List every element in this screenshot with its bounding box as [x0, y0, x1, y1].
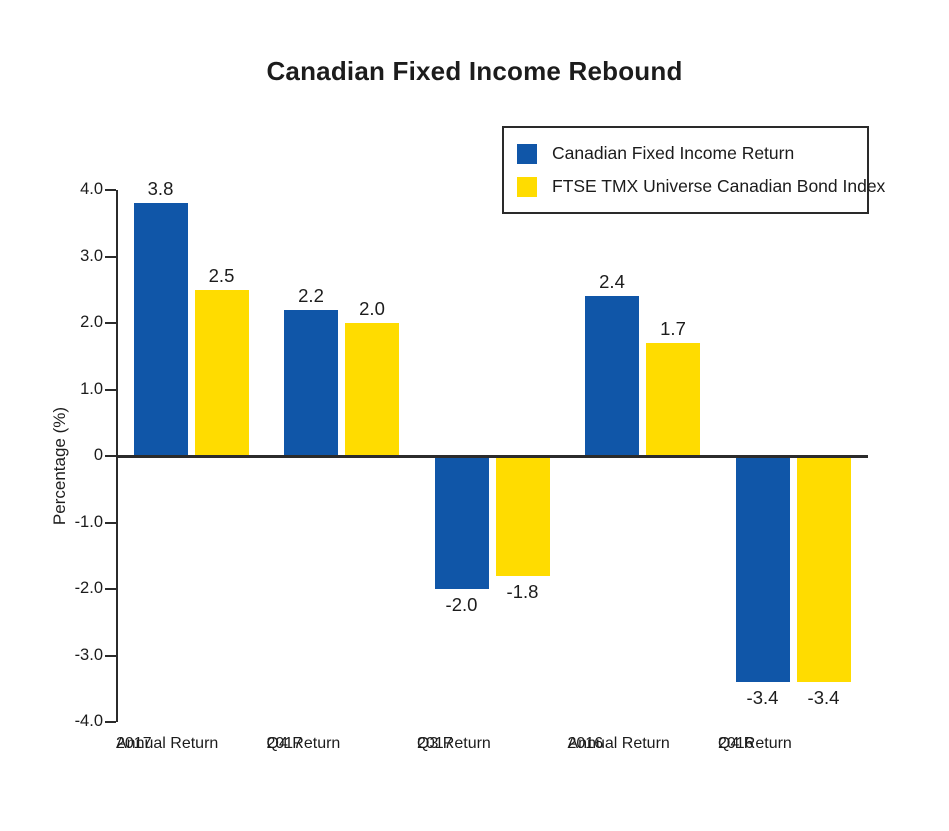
y-tick-label: -3.0: [74, 645, 103, 664]
bar-value-label: 1.7: [660, 317, 686, 339]
y-tick-label: -2.0: [74, 579, 103, 597]
bar: [284, 309, 338, 456]
bar: [434, 456, 489, 589]
y-tick-label: 3.0: [80, 246, 103, 265]
y-tick-label: 4.0: [80, 180, 103, 198]
bar: [585, 296, 639, 456]
bar: [345, 323, 399, 456]
bar-value-label: -2.0: [445, 594, 478, 615]
bar: [796, 456, 851, 683]
legend: Canadian Fixed Income Return FTSE TMX Un…: [502, 126, 885, 214]
bar: [646, 342, 700, 456]
legend-swatch-yellow-icon: [517, 176, 537, 197]
bar-value-label: -1.8: [506, 580, 539, 602]
y-tick: [105, 521, 116, 524]
legend-label: FTSE TMX Universe Canadian Bond Index: [552, 176, 886, 196]
chart-title: Canadian Fixed Income Rebound: [266, 56, 683, 86]
y-tick: [105, 588, 116, 590]
y-tick-label: 1.0: [80, 379, 103, 398]
bar-value-label: 2.5: [208, 264, 235, 286]
bar-value-label: -3.4: [807, 687, 840, 709]
x-category-line: 2017: [417, 735, 453, 752]
legend-label: Canadian Fixed Income Return: [552, 143, 795, 163]
x-category-line: 2017: [266, 735, 303, 752]
bar-value-label: 2.2: [298, 284, 324, 306]
legend-item-fixed-income: Canadian Fixed Income Return: [517, 143, 867, 164]
y-tick: [105, 388, 116, 391]
y-tick-label: -1.0: [74, 512, 103, 531]
x-category-line: 2016: [567, 735, 604, 752]
bar: [133, 203, 188, 456]
bar-value-label: -3.4: [746, 687, 779, 709]
bar-value-label: 3.8: [147, 178, 174, 200]
bar: [194, 289, 249, 456]
y-tick: [105, 654, 116, 657]
x-category-line: Q4 Return: [266, 735, 341, 752]
bar-value-label: 2.0: [359, 298, 385, 319]
y-tick: [105, 721, 116, 723]
y-tick: [105, 189, 116, 191]
bar: [735, 456, 790, 683]
y-tick: [105, 255, 116, 258]
x-category-line: 2017: [116, 735, 152, 752]
x-category-line: 2016: [718, 735, 754, 752]
x-category-line: Annual Return: [567, 735, 670, 752]
x-category-line: Q3 Return: [417, 735, 491, 752]
x-category-line: Annual Return: [116, 735, 219, 752]
legend-swatch-blue-icon: [517, 143, 537, 164]
zero-line: [116, 454, 868, 458]
y-tick-label: 0: [93, 446, 103, 464]
y-tick-label: 2.0: [80, 313, 103, 331]
y-tick: [105, 322, 116, 324]
x-category-line: Q4 Return: [718, 735, 792, 752]
y-tick: [105, 455, 116, 457]
bar-value-label: 2.4: [599, 271, 625, 293]
legend-item-bond-index: FTSE TMX Universe Canadian Bond Index: [517, 176, 885, 197]
bar: [495, 456, 550, 576]
y-tick-label: -4.0: [74, 712, 103, 730]
